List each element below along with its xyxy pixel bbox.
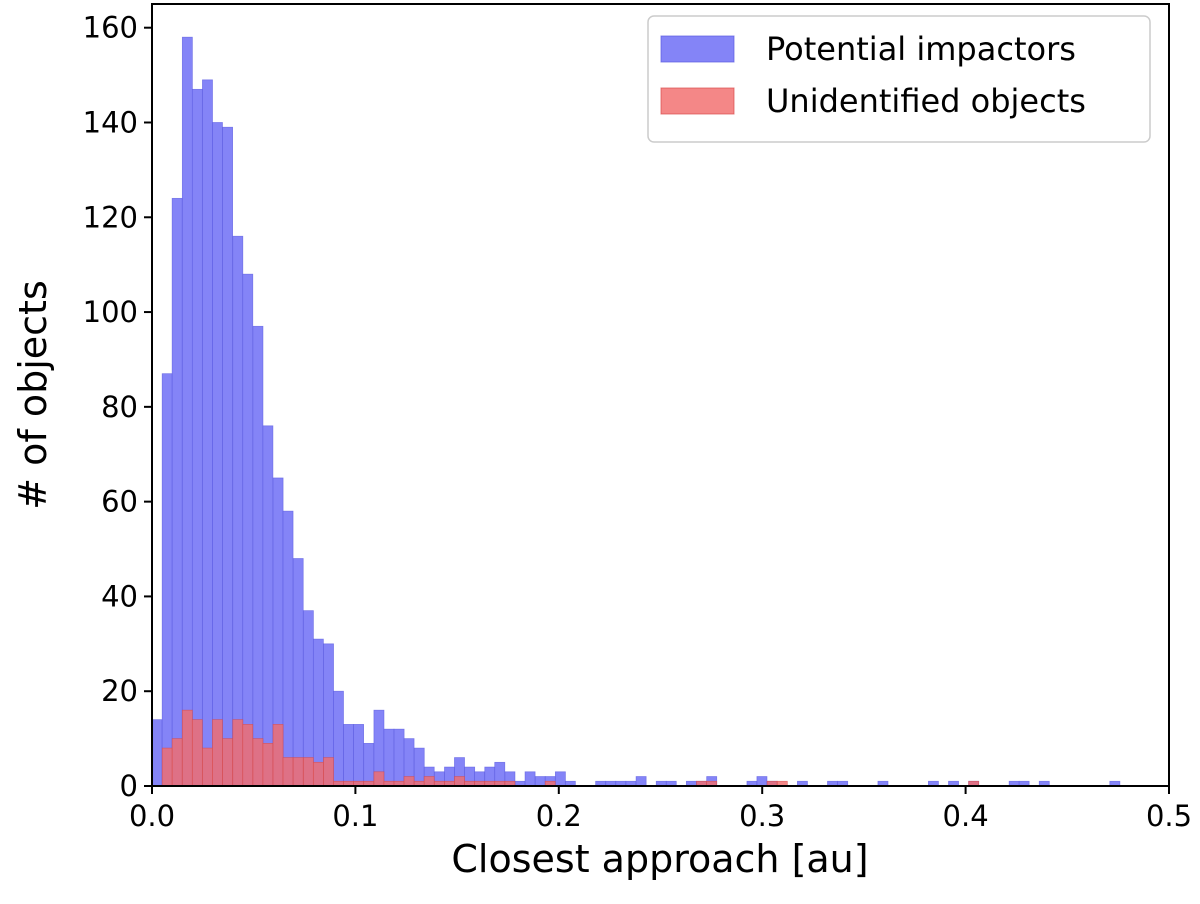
impactor-bar-38: [534, 776, 546, 787]
legend-label-0: Potential impactors: [766, 30, 1076, 68]
x-axis: 0.0 0.1 0.2 0.3 0.4 0.5: [129, 786, 1192, 833]
impactor-bar-60: [756, 776, 768, 787]
impactor-bar-18: [333, 690, 344, 787]
unidentified-bar-6: [222, 738, 234, 787]
y-tick-label: 80: [101, 390, 138, 424]
unidentified-bar-3: [191, 719, 203, 787]
impactor-bar-4: [191, 88, 203, 787]
impactor-bar-14: [292, 558, 304, 787]
legend-label-1: Unidentified objects: [766, 82, 1086, 120]
impactor-bar-37: [524, 771, 536, 787]
y-tick-label: 20: [101, 674, 138, 708]
impactor-bar-20: [353, 724, 364, 787]
impactor-bar-26: [413, 747, 425, 787]
x-axis-title: Closest approach [au]: [451, 837, 868, 881]
legend-swatch-1: [660, 87, 735, 115]
unidentified-bar-8: [242, 724, 254, 787]
impactor-bar-24: [393, 728, 405, 787]
x-tick-label: 0.1: [332, 799, 378, 833]
unidentified-bar-16: [323, 757, 334, 787]
legend: Potential impactors Unidentified objects: [647, 15, 1151, 143]
unidentified-bar-12: [282, 757, 294, 787]
unidentified-bar-11: [272, 724, 284, 787]
unidentified-bar-26: [423, 776, 435, 787]
impactor-bar-19: [343, 724, 355, 787]
plot-area-frame: [151, 3, 1170, 787]
y-axis: 0 20 40 60 80 100 120 140 160: [83, 11, 152, 803]
x-tick-label: 0.3: [739, 799, 785, 833]
impactor-bar-48: [635, 776, 647, 787]
y-tick-label: 120: [83, 200, 138, 234]
impactor-bar-13: [282, 510, 294, 787]
unidentified-bar-29: [454, 776, 465, 787]
impactor-bar-6: [212, 122, 223, 787]
y-tick-label: 40: [101, 579, 138, 613]
unidentified-bar-0: [161, 747, 173, 787]
impactor-bar-0: [151, 719, 163, 787]
unidentified-bar-7: [232, 719, 244, 787]
unidentified-bar-14: [302, 757, 314, 787]
impactor-bar-8: [232, 235, 244, 787]
y-tick-label: 160: [83, 11, 138, 45]
impactor-bar-10: [252, 325, 264, 787]
impactor-bar-2: [171, 197, 183, 787]
impactor-bar-23: [383, 728, 395, 787]
unidentified-bar-10: [262, 742, 274, 787]
y-tick-label: 0: [120, 769, 138, 803]
impactor-bar-5: [202, 79, 213, 787]
unidentified-bar-5: [212, 719, 223, 787]
unidentified-bar-9: [252, 738, 264, 787]
impactor-bar-7: [222, 126, 234, 787]
impactor-bar-1: [161, 373, 173, 787]
impactor-bar-40: [554, 771, 566, 787]
x-tick-label: 0.2: [536, 799, 582, 833]
impactor-bar-11: [262, 425, 274, 787]
unidentified-bar-24: [403, 776, 415, 787]
impactor-bar-9: [242, 273, 254, 787]
y-axis-title: # of objects: [11, 280, 55, 510]
unidentified-bar-2: [181, 709, 193, 787]
legend-box: [647, 15, 1151, 143]
y-tick-label: 100: [83, 295, 138, 329]
unidentified-bar-15: [312, 761, 324, 787]
y-tick-label: 60: [101, 485, 138, 519]
x-tick-label: 0.4: [943, 799, 989, 833]
legend-swatch-0: [660, 35, 735, 63]
unidentified-bar-21: [373, 771, 385, 787]
y-tick-label: 140: [83, 105, 138, 139]
impactor-bar-21: [363, 742, 375, 787]
unidentified-bar-1: [171, 738, 183, 787]
x-tick-label: 0.5: [1146, 799, 1192, 833]
unidentified-bar-4: [202, 747, 213, 787]
impactor-bar-3: [181, 36, 193, 787]
unidentified-bar-13: [292, 757, 304, 787]
x-tick-label: 0.0: [129, 799, 175, 833]
